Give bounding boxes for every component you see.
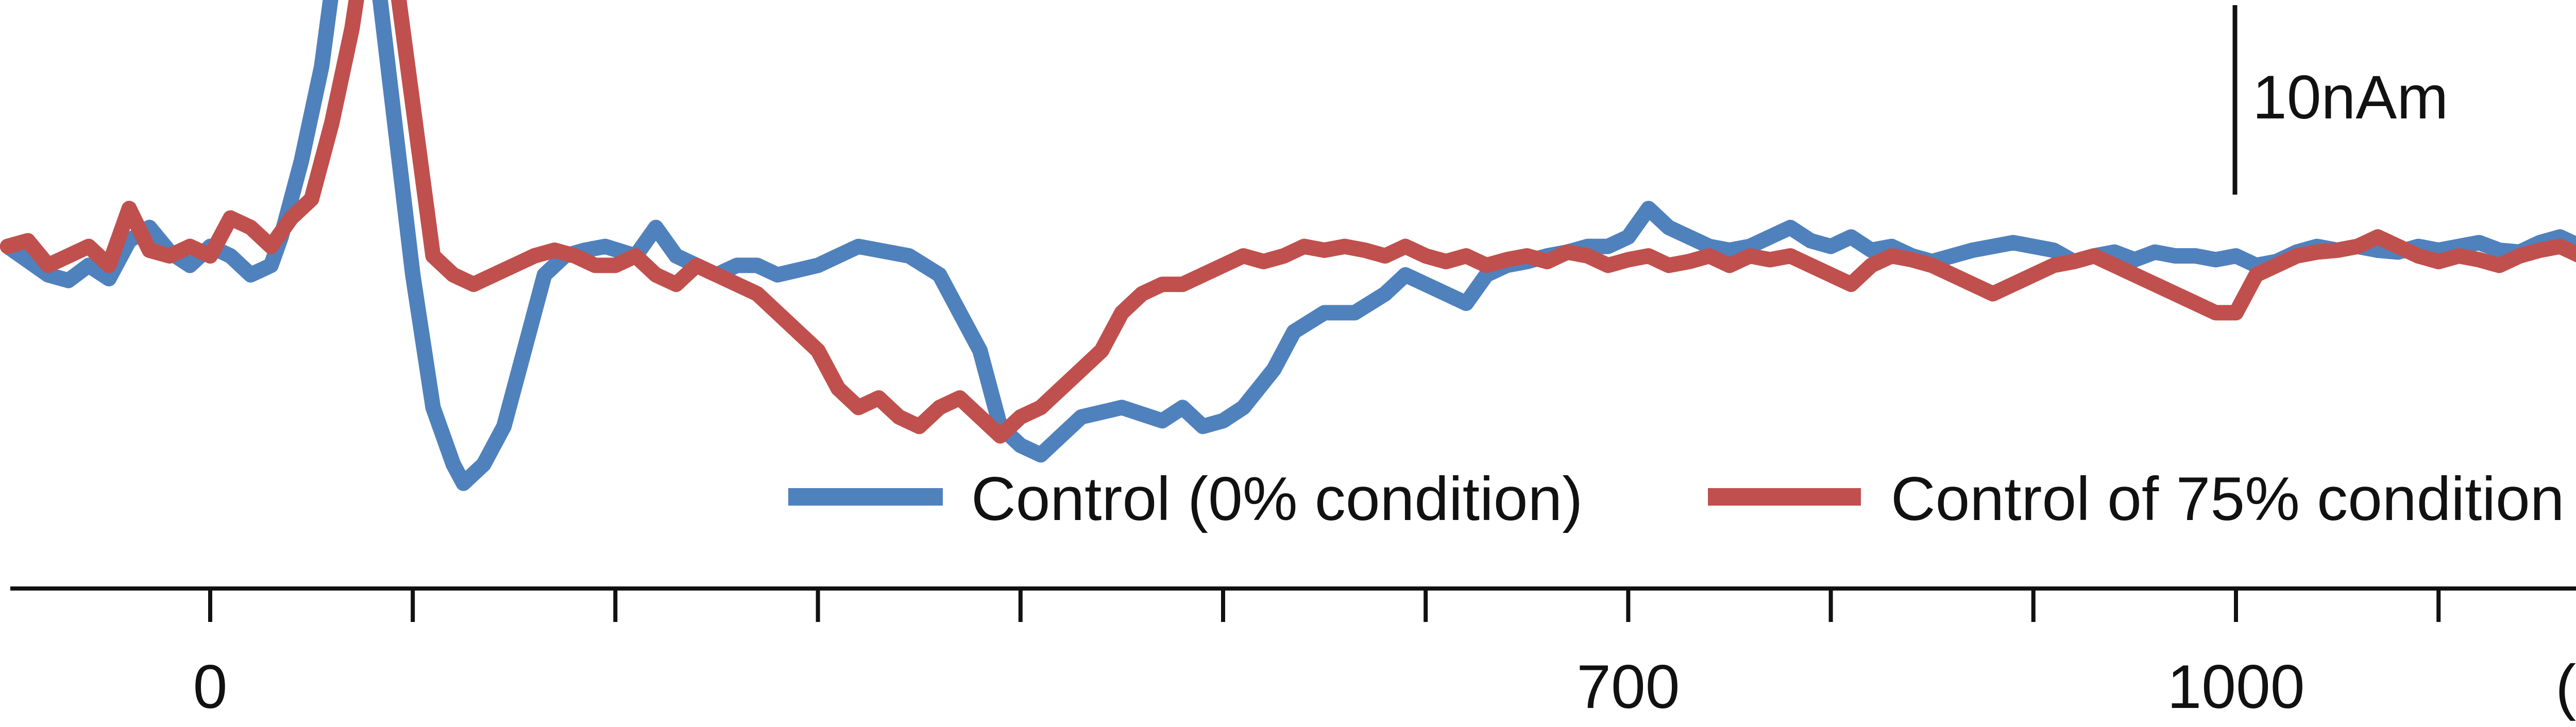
x-tick-label: 1000 [2167,652,2305,721]
series-line-control-75 [0,0,2576,444]
legend-label-control-75: Control of 75% condition [1891,464,2564,533]
x-tick-label: 700 [1577,652,1680,721]
x-axis-unit-label: (ms) [2555,652,2576,721]
x-tick-label: 0 [193,652,228,721]
legend-label-control-0: Control (0% condition) [971,464,1583,533]
series-group [0,0,2576,491]
x-axis-ticks [208,588,2441,622]
scale-bar-label: 10nAm [2252,63,2448,132]
series-line-control-0 [0,0,2576,491]
legend: Control (0% condition) Control of 75% co… [788,464,2564,533]
x-axis-tick-labels: 0 700 1000 [193,652,2305,721]
